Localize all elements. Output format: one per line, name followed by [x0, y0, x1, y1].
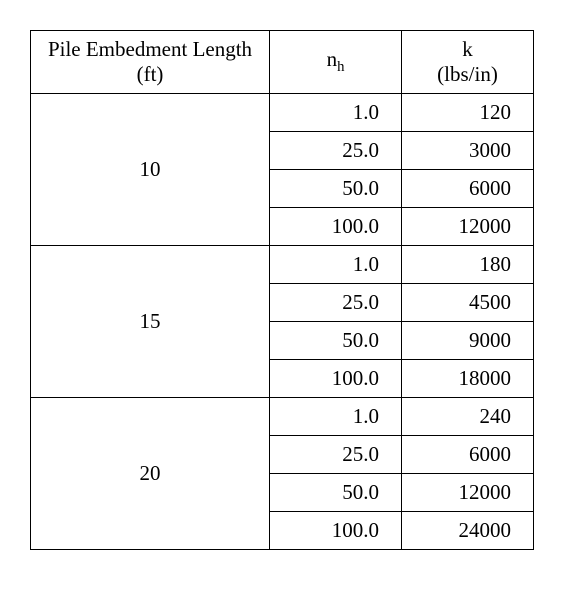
- k-cell: 180: [402, 246, 534, 284]
- nh-cell: 1.0: [270, 246, 402, 284]
- nh-cell: 100.0: [270, 360, 402, 398]
- k-cell: 6000: [402, 170, 534, 208]
- header-embedment: Pile Embedment Length (ft): [31, 31, 270, 94]
- k-cell: 12000: [402, 474, 534, 512]
- k-cell: 4500: [402, 284, 534, 322]
- embedment-cell: 10: [31, 94, 270, 246]
- header-k-line1: k: [462, 37, 473, 61]
- nh-cell: 1.0: [270, 398, 402, 436]
- nh-cell: 25.0: [270, 436, 402, 474]
- header-nh: nh: [270, 31, 402, 94]
- nh-cell: 25.0: [270, 132, 402, 170]
- k-cell: 18000: [402, 360, 534, 398]
- table-row: 20 1.0 240: [31, 398, 534, 436]
- nh-cell: 50.0: [270, 474, 402, 512]
- nh-cell: 1.0: [270, 94, 402, 132]
- k-cell: 120: [402, 94, 534, 132]
- header-nh-main: n: [327, 47, 338, 71]
- embedment-cell: 15: [31, 246, 270, 398]
- header-k-line2: (lbs/in): [437, 62, 498, 86]
- header-nh-sub: h: [337, 60, 344, 76]
- k-cell: 240: [402, 398, 534, 436]
- pile-embedment-table: Pile Embedment Length (ft) nh k (lbs/in)…: [30, 30, 534, 550]
- k-cell: 3000: [402, 132, 534, 170]
- k-cell: 9000: [402, 322, 534, 360]
- table-row: 15 1.0 180: [31, 246, 534, 284]
- header-k: k (lbs/in): [402, 31, 534, 94]
- embedment-cell: 20: [31, 398, 270, 550]
- nh-cell: 50.0: [270, 170, 402, 208]
- nh-cell: 100.0: [270, 512, 402, 550]
- nh-cell: 50.0: [270, 322, 402, 360]
- k-cell: 12000: [402, 208, 534, 246]
- k-cell: 6000: [402, 436, 534, 474]
- nh-cell: 100.0: [270, 208, 402, 246]
- table-row: 10 1.0 120: [31, 94, 534, 132]
- table-header-row: Pile Embedment Length (ft) nh k (lbs/in): [31, 31, 534, 94]
- nh-cell: 25.0: [270, 284, 402, 322]
- k-cell: 24000: [402, 512, 534, 550]
